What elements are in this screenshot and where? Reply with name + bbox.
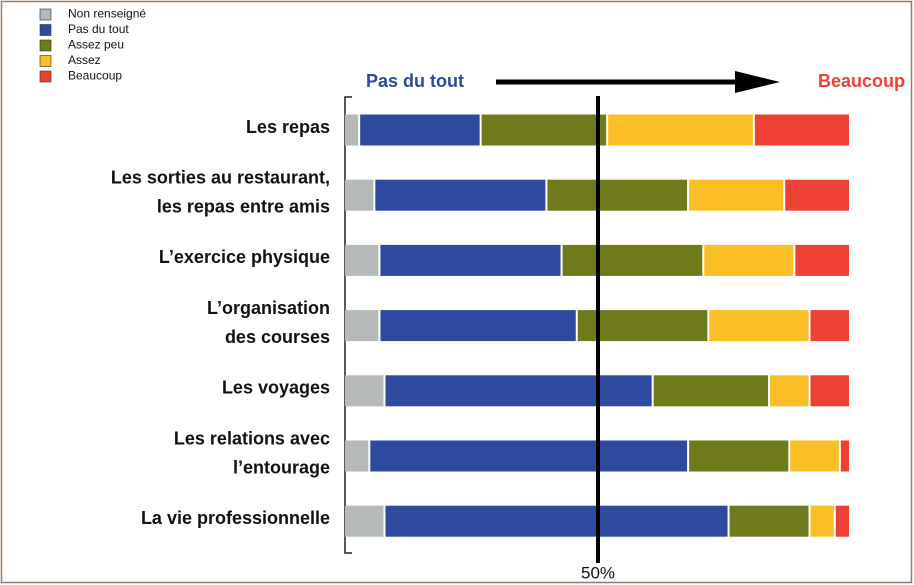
- bar-segment: [653, 375, 769, 407]
- bar-segment: [380, 244, 561, 276]
- bar-segment: [345, 505, 384, 537]
- bar-segment: [608, 114, 753, 146]
- bar-segment: [385, 375, 652, 407]
- scale-start: Pas du tout: [366, 71, 464, 91]
- category-label: La vie professionnelle: [141, 508, 330, 528]
- bar-segment: [810, 375, 849, 407]
- legend-swatch: [39, 55, 52, 67]
- bar-segment: [810, 505, 834, 537]
- bar-segment: [790, 440, 839, 472]
- bar-segment: [345, 440, 369, 472]
- arrow-head: [735, 71, 780, 93]
- legend-label: Assez peu: [68, 38, 124, 52]
- category-label: Les voyages: [222, 378, 330, 398]
- bar-segment: [380, 310, 576, 342]
- bar-segment: [840, 440, 849, 472]
- bar-segment: [370, 440, 688, 472]
- legend-label: Beaucoup: [68, 69, 122, 83]
- category-label: des courses: [225, 327, 330, 347]
- bar-segment: [795, 244, 849, 276]
- bar-segment: [562, 244, 703, 276]
- marker-label: 50%: [581, 563, 615, 582]
- bar-segment: [754, 114, 849, 146]
- bar-segment: [835, 505, 849, 537]
- legend-label: Assez: [68, 53, 101, 67]
- bar-segment: [385, 505, 728, 537]
- bar-segment: [345, 244, 379, 276]
- legend-swatch: [39, 8, 52, 21]
- category-label: les repas entre amis: [157, 196, 330, 216]
- legend-swatch: [39, 70, 52, 83]
- bar-segment: [375, 179, 546, 211]
- category-label: Les repas: [246, 117, 330, 137]
- bar-segment: [345, 114, 359, 146]
- bar-segment: [785, 179, 849, 211]
- legend-label: Non renseigné: [68, 7, 146, 21]
- bar-segment: [709, 310, 809, 342]
- bar-segment: [689, 179, 784, 211]
- bar-segment: [360, 114, 480, 146]
- bar-segment: [345, 375, 384, 407]
- bar-segment: [770, 375, 809, 407]
- bar-segment: [345, 179, 374, 211]
- scale-end: Beaucoup: [818, 71, 905, 91]
- legend-label: Pas du tout: [68, 22, 129, 36]
- legend-swatch: [39, 39, 52, 52]
- bar-segment: [810, 310, 849, 342]
- bar-segment: [689, 440, 789, 472]
- category-label: L’organisation: [207, 298, 330, 318]
- bar-segment: [704, 244, 794, 276]
- bar-segment: [547, 179, 688, 211]
- bar-segment: [481, 114, 607, 146]
- bar-segment: [729, 505, 809, 537]
- legend-swatch: [39, 24, 52, 36]
- category-label: L’exercice physique: [159, 247, 330, 267]
- bar-segment: [345, 310, 379, 342]
- category-label: l’entourage: [233, 457, 330, 477]
- category-label: Les relations avec: [174, 428, 330, 448]
- category-label: Les sorties au restaurant,: [111, 167, 330, 187]
